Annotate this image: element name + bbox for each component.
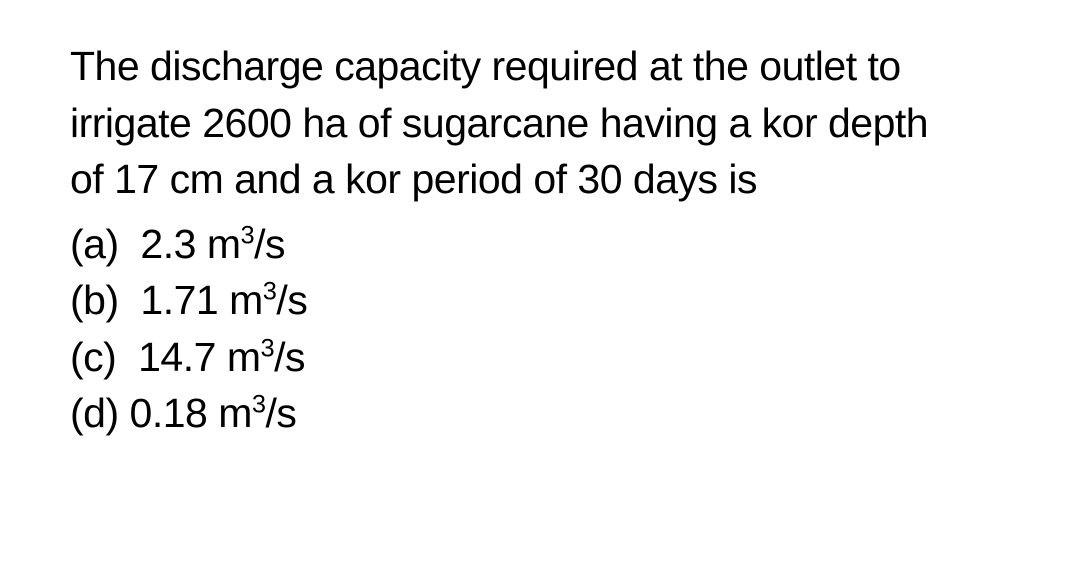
option-label: (a): [70, 216, 119, 273]
option-label: (c): [70, 329, 116, 386]
question-text: The discharge capacity required at the o…: [70, 38, 1025, 208]
option-unit-base: m: [218, 390, 252, 436]
option-value: 0.18: [130, 390, 208, 436]
question-line-3: of 17 cm and a kor period of 30 days is: [70, 156, 757, 202]
option-unit-exp: 3: [252, 391, 266, 419]
option-unit-exp: 3: [260, 334, 274, 362]
option-label: (b): [70, 272, 119, 329]
question-line-1: The discharge capacity required at the o…: [70, 43, 901, 89]
option-unit-base: m: [227, 334, 261, 380]
option-unit-suffix: /s: [254, 221, 285, 267]
question-line-2: irrigate 2600 ha of sugarcane having a k…: [70, 100, 928, 146]
options-list: (a) 2.3 m3/s (b) 1.71 m3/s (c) 14.7 m3/s…: [70, 216, 1025, 442]
option-value: 1.71: [140, 277, 218, 323]
question-page: The discharge capacity required at the o…: [0, 0, 1080, 442]
option-unit-base: m: [229, 277, 263, 323]
option-unit-suffix: /s: [274, 334, 305, 380]
option-d: (d) 0.18 m3/s: [70, 385, 1025, 442]
option-b: (b) 1.71 m3/s: [70, 272, 1025, 329]
option-unit-base: m: [207, 221, 241, 267]
option-label: (d): [70, 385, 119, 442]
option-c: (c) 14.7 m3/s: [70, 329, 1025, 386]
option-unit-exp: 3: [240, 221, 254, 249]
option-unit-suffix: /s: [276, 277, 307, 323]
option-unit-exp: 3: [263, 278, 277, 306]
option-unit-suffix: /s: [266, 390, 297, 436]
option-value: 14.7: [138, 334, 216, 380]
option-value: 2.3: [140, 221, 196, 267]
option-a: (a) 2.3 m3/s: [70, 216, 1025, 273]
